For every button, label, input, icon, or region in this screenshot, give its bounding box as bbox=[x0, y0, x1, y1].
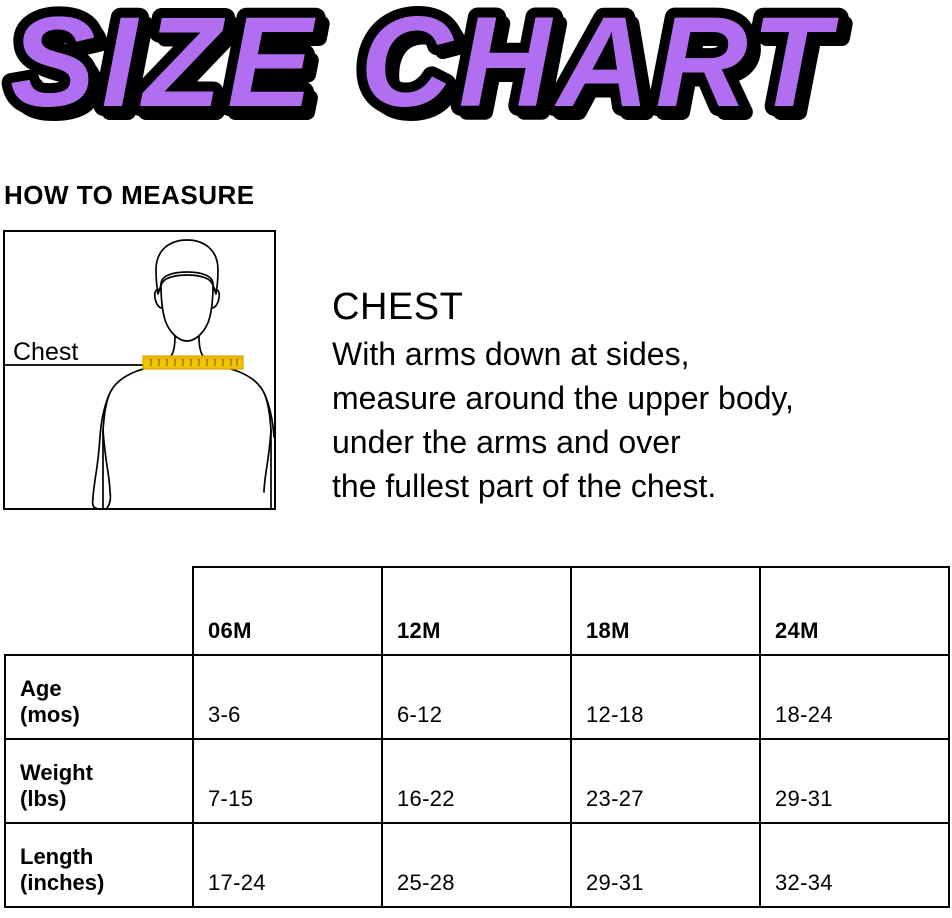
table-header-label-1: 12M bbox=[397, 618, 441, 643]
chest-description-line-2: measure around the upper body, bbox=[332, 380, 794, 417]
torso-right-outline bbox=[198, 335, 272, 508]
table-row: Weight (lbs) 7-15 16-22 23-27 29-31 bbox=[4, 738, 950, 824]
hand-left bbox=[91, 491, 112, 508]
table-corner-cell bbox=[5, 567, 193, 655]
ear-left bbox=[153, 288, 163, 309]
chest-heading: CHEST bbox=[332, 286, 464, 328]
table-cell-age-2: 12-18 bbox=[570, 654, 761, 740]
table-cell-age-3: 18-24 bbox=[759, 654, 950, 740]
table-cell-weight-1: 16-22 bbox=[381, 738, 572, 824]
table-header-label-0: 06M bbox=[208, 618, 252, 643]
size-chart-table: 06M 12M 18M 24M Age (mos) 3-6 bbox=[4, 566, 950, 908]
title-shadow-layer: SIZE CHART bbox=[16, 0, 846, 140]
torso-left-outline bbox=[102, 335, 176, 508]
table-row: Length (inches) 17-24 25-28 29-31 32-34 bbox=[4, 822, 950, 908]
chest-label: Chest bbox=[13, 338, 78, 366]
table-header-cell-2: 18M bbox=[570, 566, 761, 656]
title-fill-layer: SIZE CHART bbox=[10, 0, 840, 134]
measure-illustration-box: Chest bbox=[3, 230, 276, 510]
table-cell-value-weight-0: 7-15 bbox=[208, 786, 254, 811]
table-header-cell-3: 24M bbox=[759, 566, 950, 656]
table-row-label-age: Age (mos) bbox=[20, 676, 192, 728]
hair-icon bbox=[155, 239, 219, 295]
table-cell-age-1: 6-12 bbox=[381, 654, 572, 740]
table-row-label-cell-age: Age (mos) bbox=[4, 654, 194, 740]
table-cell-weight-3: 29-31 bbox=[759, 738, 950, 824]
page-title-banner: SIZE CHART SIZE CHART SIZE CHART bbox=[0, 0, 952, 150]
chest-description-line-1: With arms down at sides, bbox=[332, 335, 690, 372]
table-row-label-age-line2: (mos) bbox=[20, 702, 80, 728]
how-to-measure-heading: HOW TO MEASURE bbox=[4, 180, 255, 210]
table-cell-value-weight-3: 29-31 bbox=[775, 786, 833, 811]
table-cell-value-age-2: 12-18 bbox=[586, 702, 644, 727]
arm-left-inner bbox=[102, 429, 111, 493]
table-cell-value-length-1: 25-28 bbox=[397, 870, 455, 895]
title-outline-layer: SIZE CHART bbox=[10, 0, 840, 134]
table-row-label-cell-weight: Weight (lbs) bbox=[4, 738, 194, 824]
table-row-label-length: Length (inches) bbox=[20, 844, 192, 896]
table-header-label-3: 24M bbox=[775, 618, 819, 643]
table-cell-value-age-0: 3-6 bbox=[208, 702, 241, 727]
arm-left-outer bbox=[92, 394, 110, 499]
table-header-cell-0: 06M bbox=[192, 566, 383, 656]
ear-right bbox=[211, 288, 221, 309]
table-cell-weight-0: 7-15 bbox=[192, 738, 383, 824]
table-cell-value-age-1: 6-12 bbox=[397, 702, 443, 727]
table-cell-value-length-0: 17-24 bbox=[208, 870, 266, 895]
table-row-label-weight: Weight (lbs) bbox=[20, 760, 192, 812]
table-row: Age (mos) 3-6 6-12 12-18 18-24 bbox=[4, 654, 950, 740]
measuring-tape-icon bbox=[142, 355, 244, 370]
table-cell-weight-2: 23-27 bbox=[570, 738, 761, 824]
table-cell-age-0: 3-6 bbox=[192, 654, 383, 740]
table-row-label-length-line2: (inches) bbox=[20, 870, 105, 896]
table-header-cell-1: 12M bbox=[381, 566, 572, 656]
chest-description-block: CHEST With arms down at sides, measure a… bbox=[332, 286, 942, 509]
table-cell-value-weight-1: 16-22 bbox=[397, 786, 455, 811]
chest-description: With arms down at sides, measure around … bbox=[332, 332, 942, 509]
table-cell-length-3: 32-34 bbox=[759, 822, 950, 908]
table-cell-value-weight-2: 23-27 bbox=[586, 786, 644, 811]
table-header-row: 06M 12M 18M 24M bbox=[5, 566, 950, 656]
chest-description-line-4: the fullest part of the chest. bbox=[332, 468, 717, 505]
size-chart-title-art: SIZE CHART SIZE CHART SIZE CHART bbox=[0, 0, 848, 148]
table-cell-length-0: 17-24 bbox=[192, 822, 383, 908]
table-cell-length-1: 25-28 bbox=[381, 822, 572, 908]
table-row-label-age-line1: Age bbox=[20, 676, 62, 702]
table-row-label-weight-line1: Weight bbox=[20, 760, 93, 786]
table-row-label-weight-line2: (lbs) bbox=[20, 786, 67, 812]
table-cell-value-length-3: 32-34 bbox=[775, 870, 833, 895]
arm-right-outer bbox=[264, 394, 274, 438]
table-row-label-cell-length: Length (inches) bbox=[4, 822, 194, 908]
table-cell-value-length-2: 29-31 bbox=[586, 870, 644, 895]
table-cell-value-age-3: 18-24 bbox=[775, 702, 833, 727]
arm-right-inner bbox=[263, 429, 272, 493]
chest-description-line-3: under the arms and over bbox=[332, 424, 681, 461]
face-outline bbox=[160, 271, 214, 342]
table-cell-length-2: 29-31 bbox=[570, 822, 761, 908]
table-row-label-length-line1: Length bbox=[20, 844, 94, 870]
table-header-label-2: 18M bbox=[586, 618, 630, 643]
body-figure-diagram: Chest bbox=[5, 239, 274, 508]
